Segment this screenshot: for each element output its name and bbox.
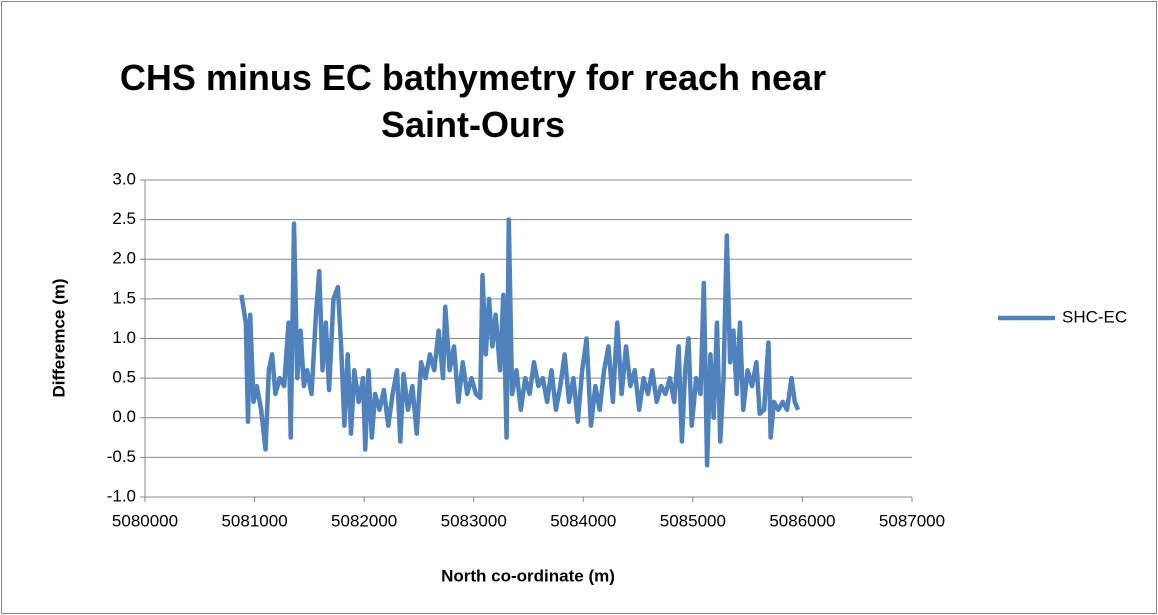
y-tick-label: -1.0 (107, 486, 136, 505)
y-tick-label: 2.0 (112, 249, 136, 268)
y-tick-label: 1.0 (112, 328, 136, 347)
y-tick-label: 0.0 (112, 407, 136, 426)
y-tick-label: -0.5 (107, 447, 136, 466)
x-tick-label: 5083000 (441, 511, 507, 530)
x-tick-label: 5084000 (550, 511, 616, 530)
x-axis-title: North co-ordinate (m) (441, 566, 615, 585)
x-tick-label: 5087000 (879, 511, 945, 530)
x-tick-label: 5080000 (112, 511, 178, 530)
x-tick-label: 5086000 (769, 511, 835, 530)
y-tick-label: 3.0 (112, 169, 136, 188)
x-tick-label: 5082000 (331, 511, 397, 530)
y-tick-label: 0.5 (112, 368, 136, 387)
x-tick-label: 5085000 (660, 511, 726, 530)
y-tick-label: 1.5 (112, 288, 136, 307)
x-tick-label: 5081000 (221, 511, 287, 530)
chart-title: CHS minus EC bathymetry for reach near Sa… (120, 57, 826, 145)
y-tick-label: 2.5 (112, 209, 136, 228)
legend-label: SHC-EC (1062, 307, 1127, 326)
data-line (239, 217, 801, 468)
y-axis-title: Differemce (m) (49, 278, 68, 397)
